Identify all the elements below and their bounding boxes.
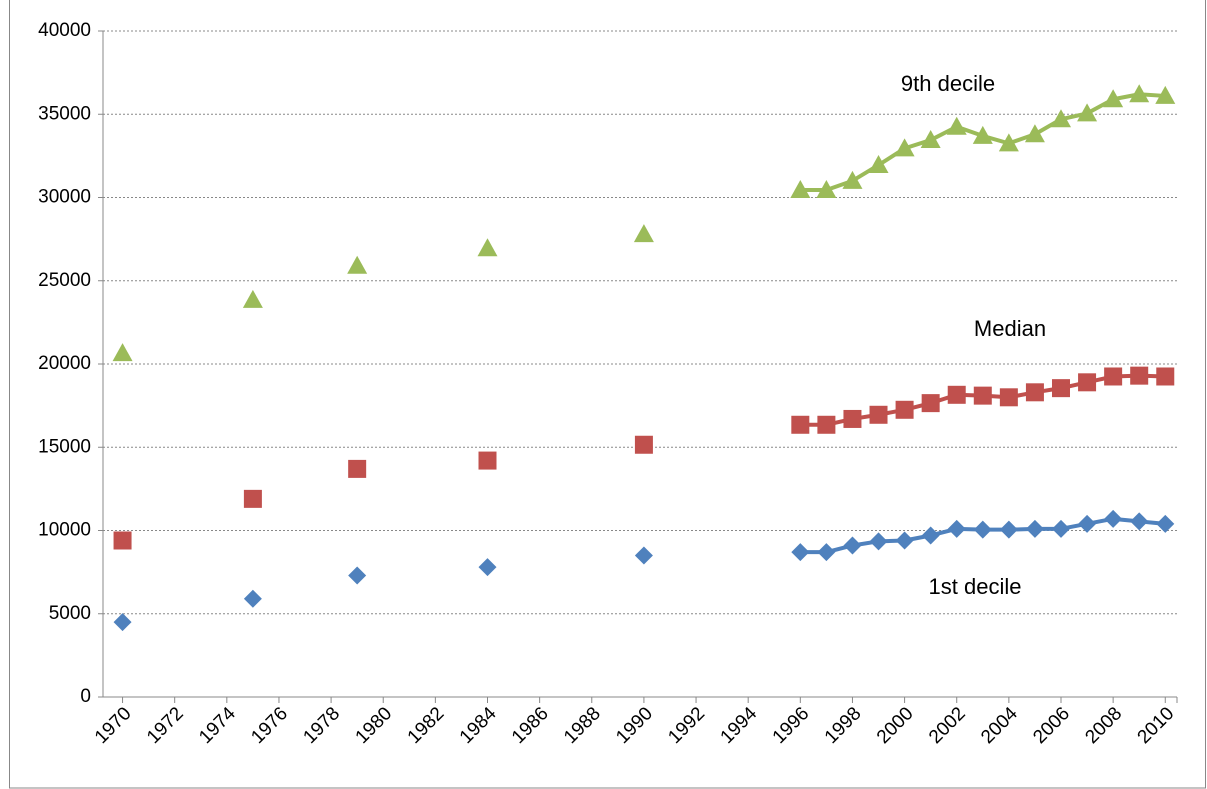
y-tick-label: 15000 xyxy=(38,436,91,457)
point xyxy=(817,415,836,434)
point xyxy=(843,536,862,555)
point xyxy=(242,289,263,308)
point xyxy=(869,532,888,551)
x-tick-label: 1978 xyxy=(299,703,344,748)
point xyxy=(112,343,133,362)
point xyxy=(1025,519,1044,538)
point xyxy=(921,394,940,413)
point xyxy=(868,155,889,174)
x-tick-label: 1976 xyxy=(247,703,292,748)
point xyxy=(790,180,811,199)
point xyxy=(1156,367,1175,386)
x-tick-label: 2002 xyxy=(925,703,970,748)
point xyxy=(973,520,992,539)
point xyxy=(946,116,967,135)
x-tick-label: 1980 xyxy=(352,703,397,748)
point xyxy=(1130,512,1149,531)
point xyxy=(1155,85,1176,104)
x-tick-label: 1984 xyxy=(456,703,501,748)
point xyxy=(947,385,966,404)
point xyxy=(973,386,992,405)
chart-border xyxy=(9,0,1206,789)
point xyxy=(920,130,941,149)
point xyxy=(791,543,810,562)
point xyxy=(113,613,132,632)
point xyxy=(894,138,915,157)
point xyxy=(477,238,498,257)
x-tick-label: 1972 xyxy=(143,703,188,748)
y-tick-label: 40000 xyxy=(38,20,91,41)
y-tick-label: 30000 xyxy=(38,187,91,208)
point xyxy=(817,543,836,562)
point xyxy=(113,531,132,550)
point xyxy=(478,558,497,577)
point xyxy=(1051,519,1070,538)
x-tick-label: 1982 xyxy=(404,703,449,748)
point xyxy=(947,519,966,538)
y-tick-label: 5000 xyxy=(49,603,91,624)
y-tick-label: 25000 xyxy=(38,270,91,291)
y-tick-label: 35000 xyxy=(38,103,91,124)
x-tick-label: 1986 xyxy=(508,703,553,748)
x-tick-label: 1988 xyxy=(560,703,605,748)
point xyxy=(895,400,914,419)
x-tick-label: 2004 xyxy=(977,703,1022,748)
point xyxy=(791,415,810,434)
series-label: 1st decile xyxy=(929,574,1022,599)
x-tick-label: 1994 xyxy=(717,703,762,748)
point xyxy=(348,566,367,585)
point xyxy=(1129,84,1150,103)
x-tick-label: 2010 xyxy=(1134,703,1179,748)
y-tick-label: 10000 xyxy=(38,520,91,541)
y-tick-label: 20000 xyxy=(38,353,91,374)
point xyxy=(1104,509,1123,528)
point xyxy=(348,459,367,478)
point xyxy=(843,409,862,428)
x-tick-label: 1998 xyxy=(821,703,866,748)
point xyxy=(478,451,497,470)
x-tick-label: 2000 xyxy=(873,703,918,748)
x-tick-label: 2006 xyxy=(1029,703,1074,748)
point xyxy=(1078,514,1097,533)
point xyxy=(347,255,368,274)
point xyxy=(1024,124,1045,143)
point xyxy=(1156,514,1175,533)
point xyxy=(1104,367,1123,386)
x-tick-label: 1990 xyxy=(612,703,657,748)
x-tick-label: 2008 xyxy=(1081,703,1126,748)
y-tick-label: 0 xyxy=(80,686,91,707)
point xyxy=(895,531,914,550)
x-tick-label: 1970 xyxy=(91,703,136,748)
point xyxy=(1050,109,1071,128)
point xyxy=(634,546,653,565)
point xyxy=(1078,373,1097,392)
point xyxy=(869,405,888,424)
point xyxy=(243,589,262,608)
series-label: Median xyxy=(974,316,1046,341)
point xyxy=(243,489,262,508)
x-tick-label: 1992 xyxy=(664,703,709,748)
point xyxy=(633,224,654,243)
point xyxy=(999,520,1018,539)
x-tick-label: 1974 xyxy=(195,703,240,748)
point xyxy=(1130,366,1149,385)
x-tick-label: 1996 xyxy=(769,703,814,748)
point xyxy=(1025,383,1044,402)
point xyxy=(634,435,653,454)
point xyxy=(921,526,940,545)
point xyxy=(999,388,1018,407)
point xyxy=(998,133,1019,152)
point xyxy=(1103,89,1124,108)
point xyxy=(816,180,837,199)
series-label: 9th decile xyxy=(901,71,995,96)
point xyxy=(1051,379,1070,398)
point xyxy=(1077,103,1098,122)
point xyxy=(972,125,993,144)
point xyxy=(842,170,863,189)
